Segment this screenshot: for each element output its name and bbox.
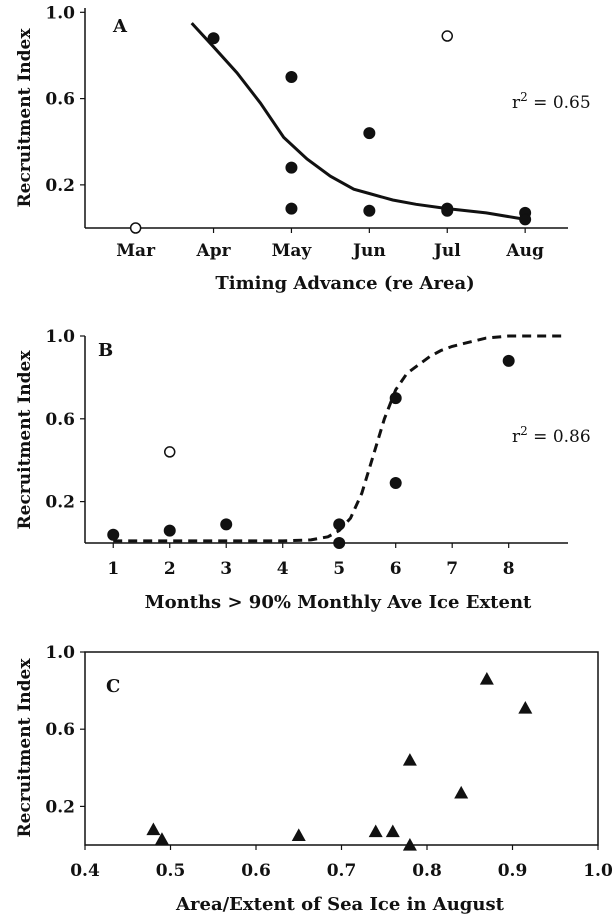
panel-b-xtick-label: 4 xyxy=(277,559,289,579)
panel-a-point-filled xyxy=(363,204,376,217)
panel-c-point-triangle xyxy=(402,753,417,766)
panel-b-ylabel: Recruitment Index xyxy=(15,350,35,530)
panel-a-ytick-label: 0.6 xyxy=(45,90,75,110)
panel-c-point-triangle xyxy=(146,822,161,836)
panel-a-r2: r2 = 0.65 xyxy=(512,90,591,113)
panel-b-point-filled xyxy=(502,354,515,367)
panel-c-point-triangle xyxy=(291,828,306,841)
panel-b-xtick-label: 1 xyxy=(107,559,119,579)
panel-a-point-filled xyxy=(207,32,220,45)
panel-c-ytick-label: 0.6 xyxy=(45,720,75,740)
panel-b-point-filled xyxy=(389,476,402,489)
panel-a-point-filled xyxy=(285,71,298,84)
panel-b-ytick-label: 0.2 xyxy=(45,493,75,513)
panel-c-ytick-label: 1.0 xyxy=(45,643,75,663)
panel-c-point-triangle xyxy=(402,838,417,851)
panel-a-point-filled xyxy=(519,213,532,226)
panel-c-point-triangle xyxy=(385,824,400,838)
panel-c-point-triangle xyxy=(154,832,169,845)
panel-a-point-open xyxy=(129,222,142,234)
panel-c-point-triangle xyxy=(454,785,469,799)
panel-a-ytick-label: 1.0 xyxy=(45,3,75,23)
panel-b-xtick-label: 8 xyxy=(503,559,515,579)
panel-c-point-triangle xyxy=(518,700,533,714)
panel-a-xtick-label: May xyxy=(272,241,313,261)
panel-c-xtick-label: 1.0 xyxy=(583,861,613,881)
panel-b-ytick-label: 0.6 xyxy=(45,410,75,430)
panel-b-point-filled xyxy=(163,524,176,537)
panel-a-label: A xyxy=(112,16,128,37)
panel-a-point-filled xyxy=(285,202,298,215)
panel-a-point-open xyxy=(441,30,453,42)
panel-b-point-filled xyxy=(389,392,402,405)
panel-b-point-filled xyxy=(333,518,346,531)
panel-b-ytick-label: 1.0 xyxy=(45,327,75,347)
panel-a-fit-line xyxy=(190,22,526,221)
panel-b-point-filled xyxy=(333,537,346,549)
panel-b: Recruitment Index B Months > 90% Monthly… xyxy=(15,327,591,613)
panel-a-xtick-label: Jun xyxy=(351,241,386,261)
panel-c-xtick-label: 0.8 xyxy=(412,861,442,881)
panel-a-xtick-label: Mar xyxy=(116,241,156,261)
panel-b-point-filled xyxy=(220,518,233,531)
panel-b-xtick-label: 5 xyxy=(333,559,345,579)
panel-c-xtick-label: 0.7 xyxy=(327,861,357,881)
panel-b-point-open xyxy=(163,446,176,458)
panel-c-ylabel: Recruitment Index xyxy=(15,658,35,838)
panel-a-point-filled xyxy=(363,127,376,140)
panel-c-xtick-label: 0.6 xyxy=(241,861,271,881)
panel-a-point-filled xyxy=(441,204,454,217)
panel-b-xtick-label: 2 xyxy=(164,559,176,579)
panel-c-xlabel: Area/Extent of Sea Ice in August xyxy=(175,894,505,915)
panel-a: Recruitment Index A Timing Advance (re A… xyxy=(15,3,591,294)
panel-b-point-filled xyxy=(107,528,120,541)
panel-b-xlabel: Months > 90% Monthly Ave Ice Extent xyxy=(145,592,532,613)
panel-c-point-triangle xyxy=(479,672,494,685)
panel-c-ytick-label: 0.2 xyxy=(45,797,75,817)
panel-a-point-filled xyxy=(285,161,298,174)
panel-a-xtick-label: Aug xyxy=(505,241,544,261)
panel-a-xtick-label: Apr xyxy=(196,241,232,261)
panel-a-ytick-label: 0.2 xyxy=(45,176,75,196)
panel-c-xtick-label: 0.5 xyxy=(156,861,186,881)
panel-b-r2: r2 = 0.86 xyxy=(512,424,591,447)
panel-a-xlabel: Timing Advance (re Area) xyxy=(215,273,474,294)
panel-a-xtick-label: Jul xyxy=(432,241,461,261)
panel-c: Recruitment Index C Area/Extent of Sea I… xyxy=(15,643,613,915)
panel-c-point-triangle xyxy=(368,824,383,838)
panel-b-xtick-label: 6 xyxy=(390,559,402,579)
panel-b-label: B xyxy=(98,340,113,361)
panel-c-label: C xyxy=(106,676,120,697)
panel-a-ylabel: Recruitment Index xyxy=(15,28,35,208)
panel-b-xtick-label: 3 xyxy=(220,559,232,579)
panel-c-xtick-label: 0.4 xyxy=(70,861,100,881)
panel-b-fit-line xyxy=(113,334,566,543)
panel-c-xtick-label: 0.9 xyxy=(498,861,528,881)
panel-b-xtick-label: 7 xyxy=(446,559,458,579)
panel-c-frame xyxy=(84,651,599,846)
